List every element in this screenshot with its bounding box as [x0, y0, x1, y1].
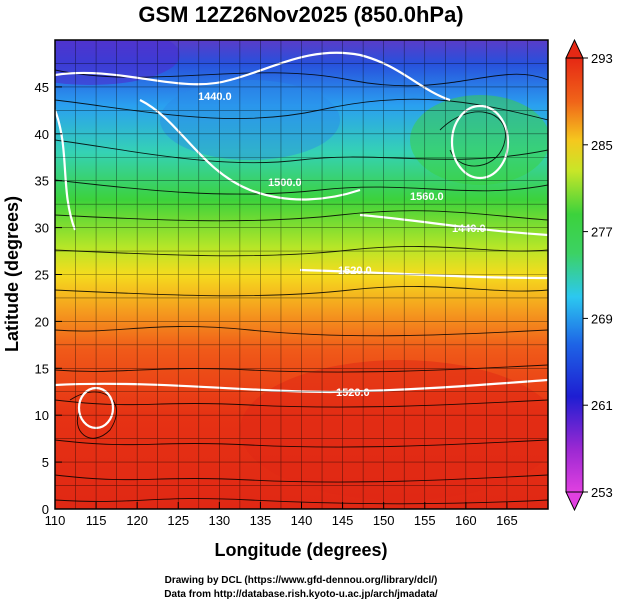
y-tick-label: 15: [35, 361, 49, 376]
x-tick-label: 155: [414, 513, 436, 528]
contour-label: 1440.0: [198, 91, 232, 103]
colorbar-tick-label: 277: [591, 225, 613, 240]
y-axis-title: Latitude (degrees): [2, 196, 22, 352]
x-tick-label: 130: [208, 513, 230, 528]
y-tick-label: 5: [42, 455, 49, 470]
x-tick-label: 145: [332, 513, 354, 528]
y-tick-label: 40: [35, 127, 49, 142]
colorbar-tick-label: 269: [591, 311, 613, 326]
x-tick-label: 115: [86, 513, 107, 528]
colorbar-tick-label: 253: [591, 485, 613, 500]
contour-label: 1560.0: [410, 191, 444, 203]
y-axis-ticks: 0 5 10 15 20 25 30 35 40 45: [35, 80, 62, 517]
x-tick-label: 125: [167, 513, 189, 528]
y-tick-label: 25: [35, 268, 49, 283]
colorbar-tick-label: 293: [591, 51, 613, 66]
credit-dcl: Drawing by DCL (https://www.gfd-dennou.o…: [165, 575, 438, 586]
y-tick-label: 0: [42, 502, 49, 517]
y-tick-label: 35: [35, 174, 49, 189]
credit-data: Data from http://database.rish.kyoto-u.a…: [164, 589, 438, 600]
colorbar-tick-label: 261: [591, 398, 613, 413]
warm-ridge-east: [410, 95, 548, 185]
x-tick-label: 140: [291, 513, 313, 528]
x-tick-label: 135: [250, 513, 272, 528]
colorbar-max-arrow: [565, 38, 584, 59]
x-tick-label: 150: [373, 513, 395, 528]
contour-label: 1500.0: [268, 177, 302, 189]
x-tick-label: 110: [45, 513, 66, 528]
map-title: GSM 12Z26Nov2025 (850.0hPa): [138, 2, 463, 27]
colorbar-tick-label: 285: [591, 138, 613, 153]
y-tick-label: 20: [35, 314, 49, 329]
x-axis-ticks: 110 115 120 125 130 135 140 145 150 155 160 165: [45, 502, 518, 528]
x-tick-label: 165: [496, 513, 518, 528]
cold-trough-japan: [160, 80, 340, 160]
cold-pool-northwest: [55, 40, 180, 85]
contour-label: 1520.0: [336, 387, 370, 399]
y-tick-label: 10: [35, 408, 49, 423]
y-tick-label: 45: [35, 80, 49, 95]
wind-streamlines: [55, 69, 548, 505]
colorbar: 253 261 269 277 285 293: [565, 38, 613, 512]
contour-label: 1520.0: [338, 265, 372, 277]
x-tick-label: 160: [455, 513, 477, 528]
warm-core-south: [240, 360, 548, 500]
colorbar-min-arrow: [565, 491, 584, 512]
contour-label: 1440.0: [452, 223, 486, 235]
x-axis-title: Longitude (degrees): [214, 540, 387, 560]
colorbar-scale: [565, 57, 584, 493]
y-tick-label: 30: [35, 221, 49, 236]
x-tick-label: 120: [126, 513, 148, 528]
lat-lon-grid: [55, 40, 548, 509]
plot-area: 1440.0 1500.0 1560.0 1520.0 1440.0 1520.…: [55, 40, 548, 509]
